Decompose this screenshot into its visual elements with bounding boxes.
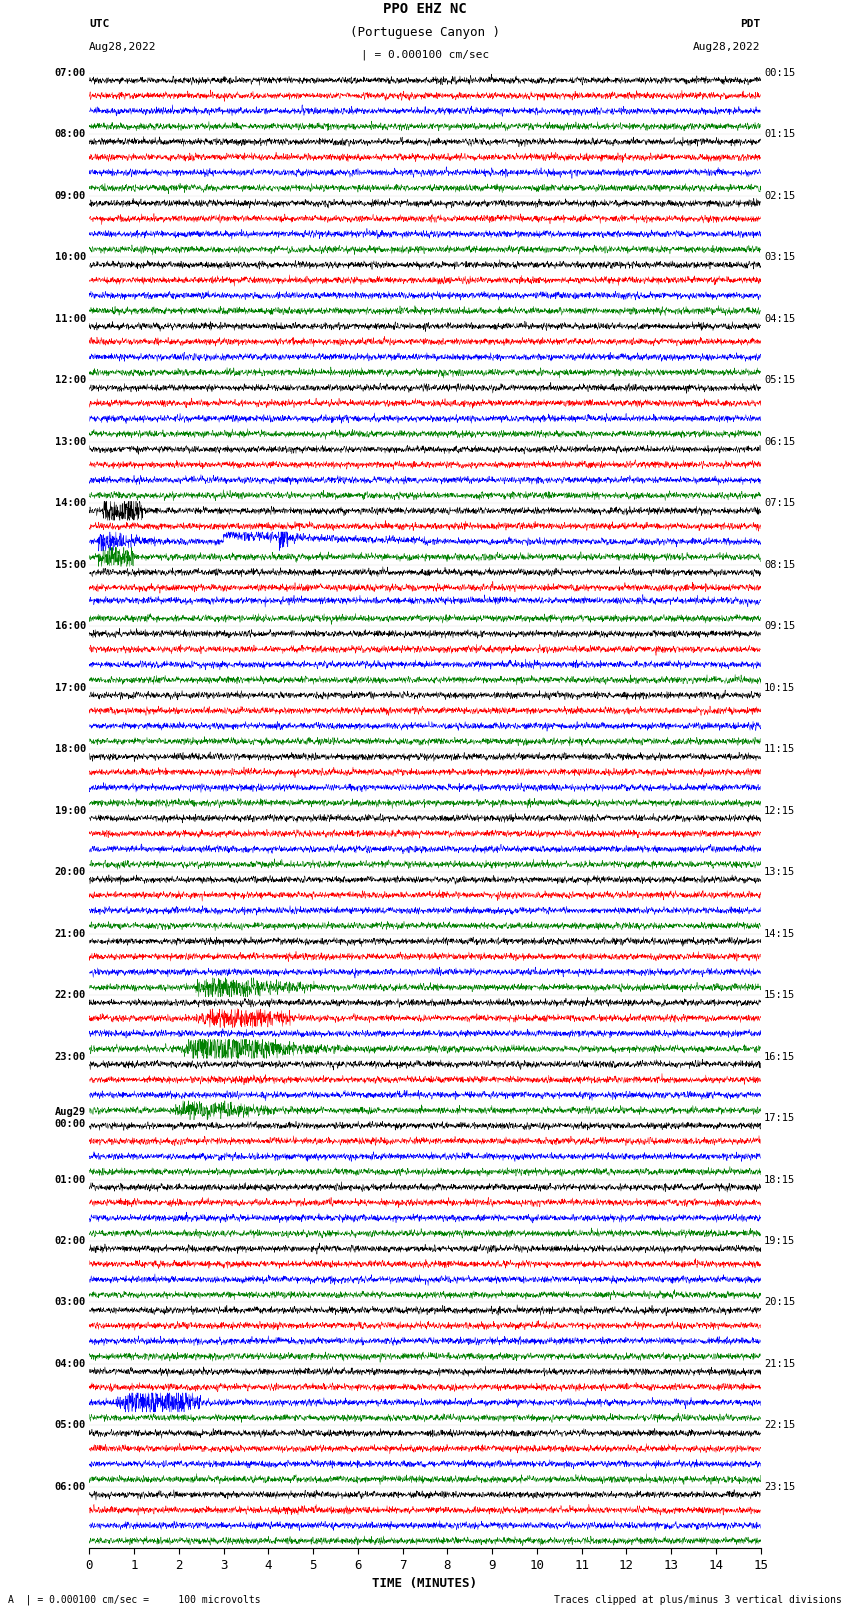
Text: UTC: UTC — [89, 19, 110, 29]
Text: PPO EHZ NC: PPO EHZ NC — [383, 2, 467, 16]
Text: Aug28,2022: Aug28,2022 — [89, 42, 156, 52]
Text: 10:00: 10:00 — [54, 252, 86, 261]
Text: Traces clipped at plus/minus 3 vertical divisions: Traces clipped at plus/minus 3 vertical … — [553, 1595, 842, 1605]
Text: 02:00: 02:00 — [54, 1236, 86, 1245]
Text: 03:15: 03:15 — [764, 252, 796, 261]
Text: 11:15: 11:15 — [764, 744, 796, 753]
Text: 18:00: 18:00 — [54, 744, 86, 753]
X-axis label: TIME (MINUTES): TIME (MINUTES) — [372, 1578, 478, 1590]
Text: 16:00: 16:00 — [54, 621, 86, 631]
Text: 08:00: 08:00 — [54, 129, 86, 139]
Text: 01:00: 01:00 — [54, 1174, 86, 1184]
Text: 21:15: 21:15 — [764, 1360, 796, 1369]
Text: 01:15: 01:15 — [764, 129, 796, 139]
Text: 04:00: 04:00 — [54, 1360, 86, 1369]
Text: 05:15: 05:15 — [764, 376, 796, 386]
Text: 21:00: 21:00 — [54, 929, 86, 939]
Text: 11:00: 11:00 — [54, 313, 86, 324]
Text: (Portuguese Canyon ): (Portuguese Canyon ) — [350, 26, 500, 39]
Text: 23:15: 23:15 — [764, 1482, 796, 1492]
Text: 03:00: 03:00 — [54, 1297, 86, 1308]
Text: 09:00: 09:00 — [54, 190, 86, 200]
Text: 00:15: 00:15 — [764, 68, 796, 77]
Text: 07:00: 07:00 — [54, 68, 86, 77]
Text: 16:15: 16:15 — [764, 1052, 796, 1061]
Text: 13:15: 13:15 — [764, 868, 796, 877]
Text: Aug28,2022: Aug28,2022 — [694, 42, 761, 52]
Text: 20:15: 20:15 — [764, 1297, 796, 1308]
Text: 14:15: 14:15 — [764, 929, 796, 939]
Text: PDT: PDT — [740, 19, 761, 29]
Text: 22:15: 22:15 — [764, 1421, 796, 1431]
Text: 17:00: 17:00 — [54, 682, 86, 692]
Text: 07:15: 07:15 — [764, 498, 796, 508]
Text: 02:15: 02:15 — [764, 190, 796, 200]
Text: 10:15: 10:15 — [764, 682, 796, 692]
Text: 18:15: 18:15 — [764, 1174, 796, 1184]
Text: 15:15: 15:15 — [764, 990, 796, 1000]
Text: 23:00: 23:00 — [54, 1052, 86, 1061]
Text: 09:15: 09:15 — [764, 621, 796, 631]
Text: 20:00: 20:00 — [54, 868, 86, 877]
Text: 13:00: 13:00 — [54, 437, 86, 447]
Text: 17:15: 17:15 — [764, 1113, 796, 1123]
Text: | = 0.000100 cm/sec: | = 0.000100 cm/sec — [361, 48, 489, 60]
Text: 08:15: 08:15 — [764, 560, 796, 569]
Text: 12:00: 12:00 — [54, 376, 86, 386]
Text: 06:00: 06:00 — [54, 1482, 86, 1492]
Text: 12:15: 12:15 — [764, 805, 796, 816]
Text: A  | = 0.000100 cm/sec =     100 microvolts: A | = 0.000100 cm/sec = 100 microvolts — [8, 1594, 261, 1605]
Text: 22:00: 22:00 — [54, 990, 86, 1000]
Text: 06:15: 06:15 — [764, 437, 796, 447]
Text: 19:15: 19:15 — [764, 1236, 796, 1245]
Text: 05:00: 05:00 — [54, 1421, 86, 1431]
Text: 04:15: 04:15 — [764, 313, 796, 324]
Text: 19:00: 19:00 — [54, 805, 86, 816]
Text: 15:00: 15:00 — [54, 560, 86, 569]
Text: 14:00: 14:00 — [54, 498, 86, 508]
Text: Aug29
00:00: Aug29 00:00 — [54, 1107, 86, 1129]
